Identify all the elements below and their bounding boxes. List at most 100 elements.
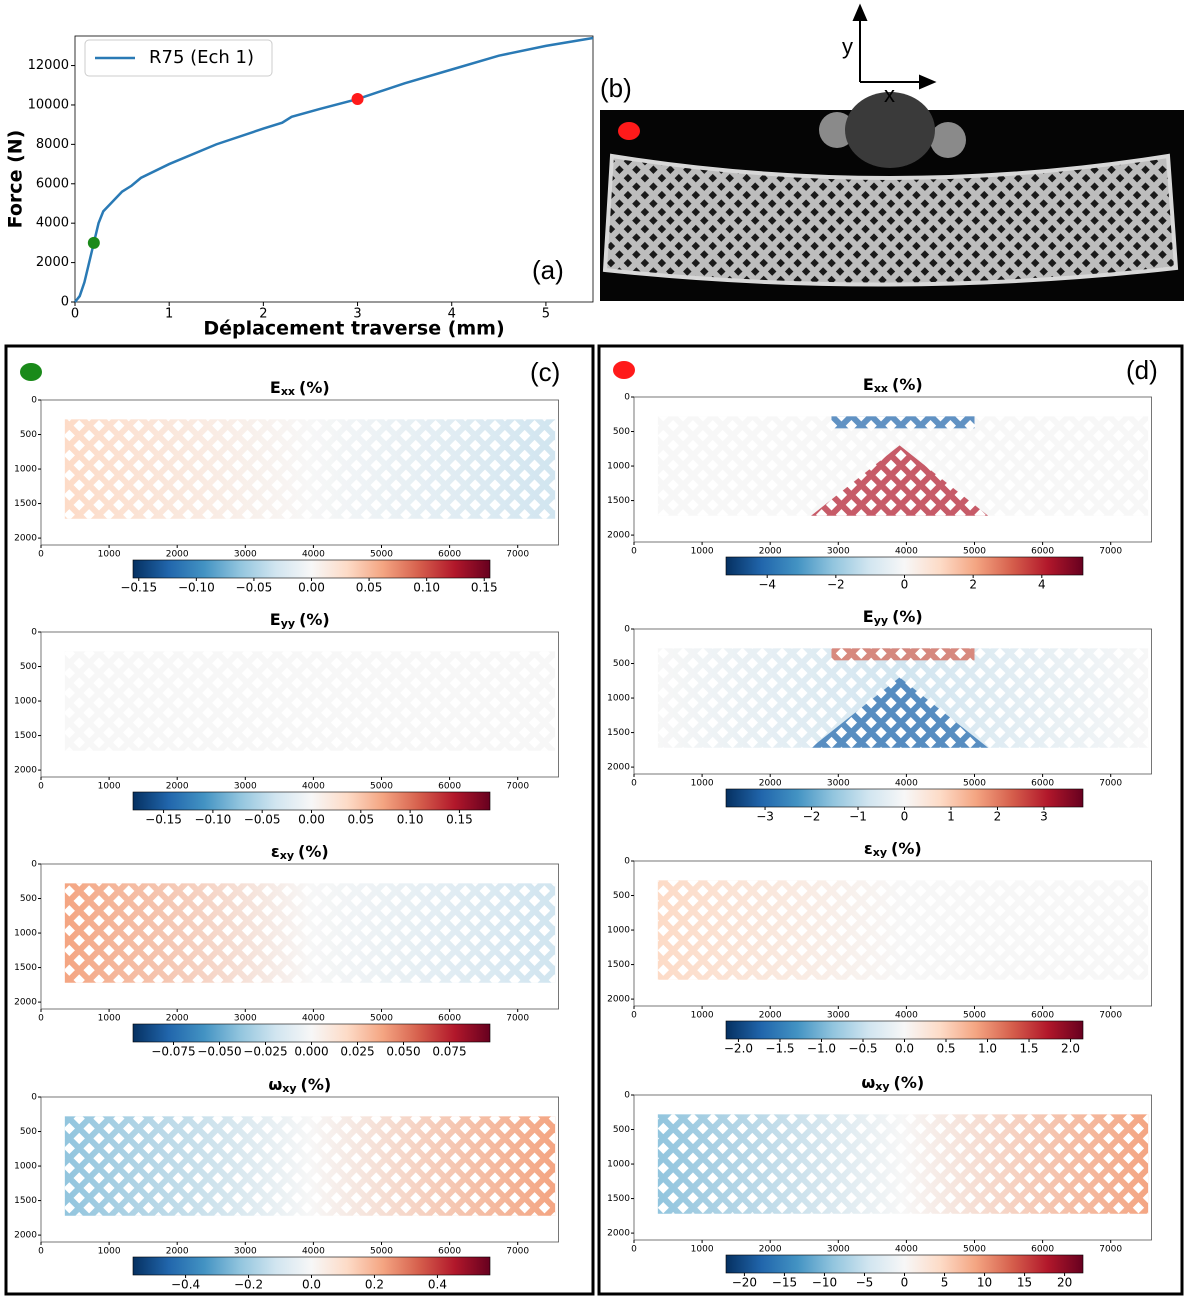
y-tick-label: 2000	[607, 763, 630, 773]
title-symbol: ε	[271, 842, 280, 861]
y-tick-label: 1000	[607, 926, 630, 936]
x-tick-label: 3000	[827, 1011, 850, 1021]
y-tick-label: 1500	[607, 496, 630, 506]
x-tick-label: 1000	[691, 779, 714, 789]
y-tick-label: 0	[624, 1091, 630, 1101]
y-tick-label: 1500	[14, 499, 37, 509]
x-tick-label: 4000	[895, 1245, 918, 1255]
axes-indicator	[852, 3, 937, 90]
colorbar-tick-label: 0.025	[340, 1045, 374, 1059]
x-tick-label: 5000	[963, 547, 986, 557]
x-tick-label: 5000	[370, 550, 393, 560]
x-tick-label: 3000	[234, 550, 257, 560]
y-tick-label: 1000	[14, 929, 37, 939]
colorbar	[725, 1020, 1084, 1040]
y-tick-label: 0	[624, 857, 630, 867]
y-tick-label: 2000	[14, 998, 37, 1008]
panel-label: (d)	[1126, 355, 1158, 385]
y-tick-label: 500	[613, 427, 630, 437]
colorbar-tick-label: 0.10	[413, 581, 440, 595]
y-tick-label: 2000	[14, 534, 37, 544]
y-tick-label: 0	[624, 393, 630, 403]
colorbar-tick-label: 0.0	[895, 1042, 914, 1056]
lattice	[64, 419, 556, 519]
x-tick-label: 1000	[691, 1011, 714, 1021]
y-tick-label: 1000	[14, 465, 37, 475]
y-tick-label: 12000	[28, 58, 69, 73]
y-tick-label: 1000	[607, 1160, 630, 1170]
lattice	[64, 651, 556, 751]
y-tick-label: 1500	[607, 728, 630, 738]
lattice	[64, 883, 556, 983]
title-symbol: E	[270, 378, 281, 397]
colorbar-tick-label: 0.05	[356, 581, 383, 595]
x-tick-label: 0	[38, 1014, 44, 1024]
title-subscript: xy	[280, 849, 294, 862]
panel-label: (a)	[532, 255, 564, 285]
axis-indicator-label: y	[842, 34, 853, 59]
x-tick-label: 1	[165, 307, 173, 322]
title-unit: (%)	[299, 610, 330, 629]
y-tick-label: 500	[20, 430, 37, 440]
colorbar-tick-label: 2	[969, 578, 977, 592]
colorbar	[132, 1023, 491, 1043]
y-tick-label: 1000	[607, 462, 630, 472]
colorbar-tick-label: −0.15	[145, 813, 182, 827]
x-tick-label: 2000	[166, 1247, 189, 1257]
colorbar	[725, 556, 1084, 576]
title-symbol: ω	[861, 1073, 875, 1092]
title-unit: (%)	[891, 839, 922, 858]
y-tick-label: 0	[61, 295, 69, 310]
colorbar-tick-label: −0.05	[236, 581, 273, 595]
y-tick-label: 1500	[14, 1196, 37, 1206]
title-symbol: E	[863, 375, 874, 394]
colorbar-tick-label: 10	[977, 1276, 992, 1290]
colorbar-tick-label: −0.075	[151, 1045, 195, 1059]
colorbar-tick-label: 0.10	[397, 813, 424, 827]
colorbar-tick-label: 0	[901, 1276, 909, 1290]
y-tick-label: 1500	[607, 1194, 630, 1204]
colorbar	[725, 1254, 1084, 1274]
x-tick-label: 2000	[759, 547, 782, 557]
colorbar-tick-label: 2.0	[1061, 1042, 1080, 1056]
colorbar-tick-label: 1.0	[978, 1042, 997, 1056]
title-unit: (%)	[892, 607, 923, 626]
x-tick-label: 5000	[963, 1245, 986, 1255]
x-tick-label: 1000	[691, 547, 714, 557]
panel-label: (c)	[530, 357, 560, 387]
title-symbol: E	[863, 607, 874, 626]
x-tick-label: 3000	[827, 547, 850, 557]
title-subscript: xy	[282, 1082, 296, 1095]
field-title: Eyy (%)	[270, 610, 330, 631]
x-tick-label: 6000	[1031, 779, 1054, 789]
colorbar-tick-label: −1.0	[807, 1042, 836, 1056]
x-tick-label: 4	[448, 307, 456, 322]
colorbar-tick-label: 0.00	[298, 581, 325, 595]
title-symbol: ω	[268, 1075, 282, 1094]
x-tick-label: 1000	[98, 550, 121, 560]
colorbar-tick-label: 2	[994, 810, 1002, 824]
x-tick-label: 2000	[166, 550, 189, 560]
colorbar	[132, 791, 491, 811]
title-subscript: xx	[281, 385, 295, 398]
colorbar-tick-label: 1	[947, 810, 955, 824]
x-tick-label: 3000	[234, 1014, 257, 1024]
x-tick-label: 0	[38, 782, 44, 792]
colorbar-tick-label: −0.2	[234, 1278, 263, 1292]
title-symbol: ε	[864, 839, 873, 858]
x-tick-label: 2000	[759, 1245, 782, 1255]
lattice	[657, 880, 1149, 980]
x-tick-label: 2000	[759, 779, 782, 789]
x-tick-label: 0	[631, 779, 637, 789]
x-tick-label: 3000	[827, 1245, 850, 1255]
field-title: Eyy (%)	[863, 607, 923, 628]
x-tick-label: 7000	[506, 1247, 529, 1257]
x-tick-label: 0	[631, 1245, 637, 1255]
colorbar-tick-label: 0	[901, 578, 909, 592]
y-tick-label: 2000	[14, 766, 37, 776]
y-tick-label: 10000	[28, 97, 69, 112]
x-tick-label: 3000	[234, 1247, 257, 1257]
colorbar-tick-label: −0.10	[194, 813, 231, 827]
colorbar	[132, 1256, 491, 1276]
colorbar-tick-label: −0.15	[120, 581, 157, 595]
